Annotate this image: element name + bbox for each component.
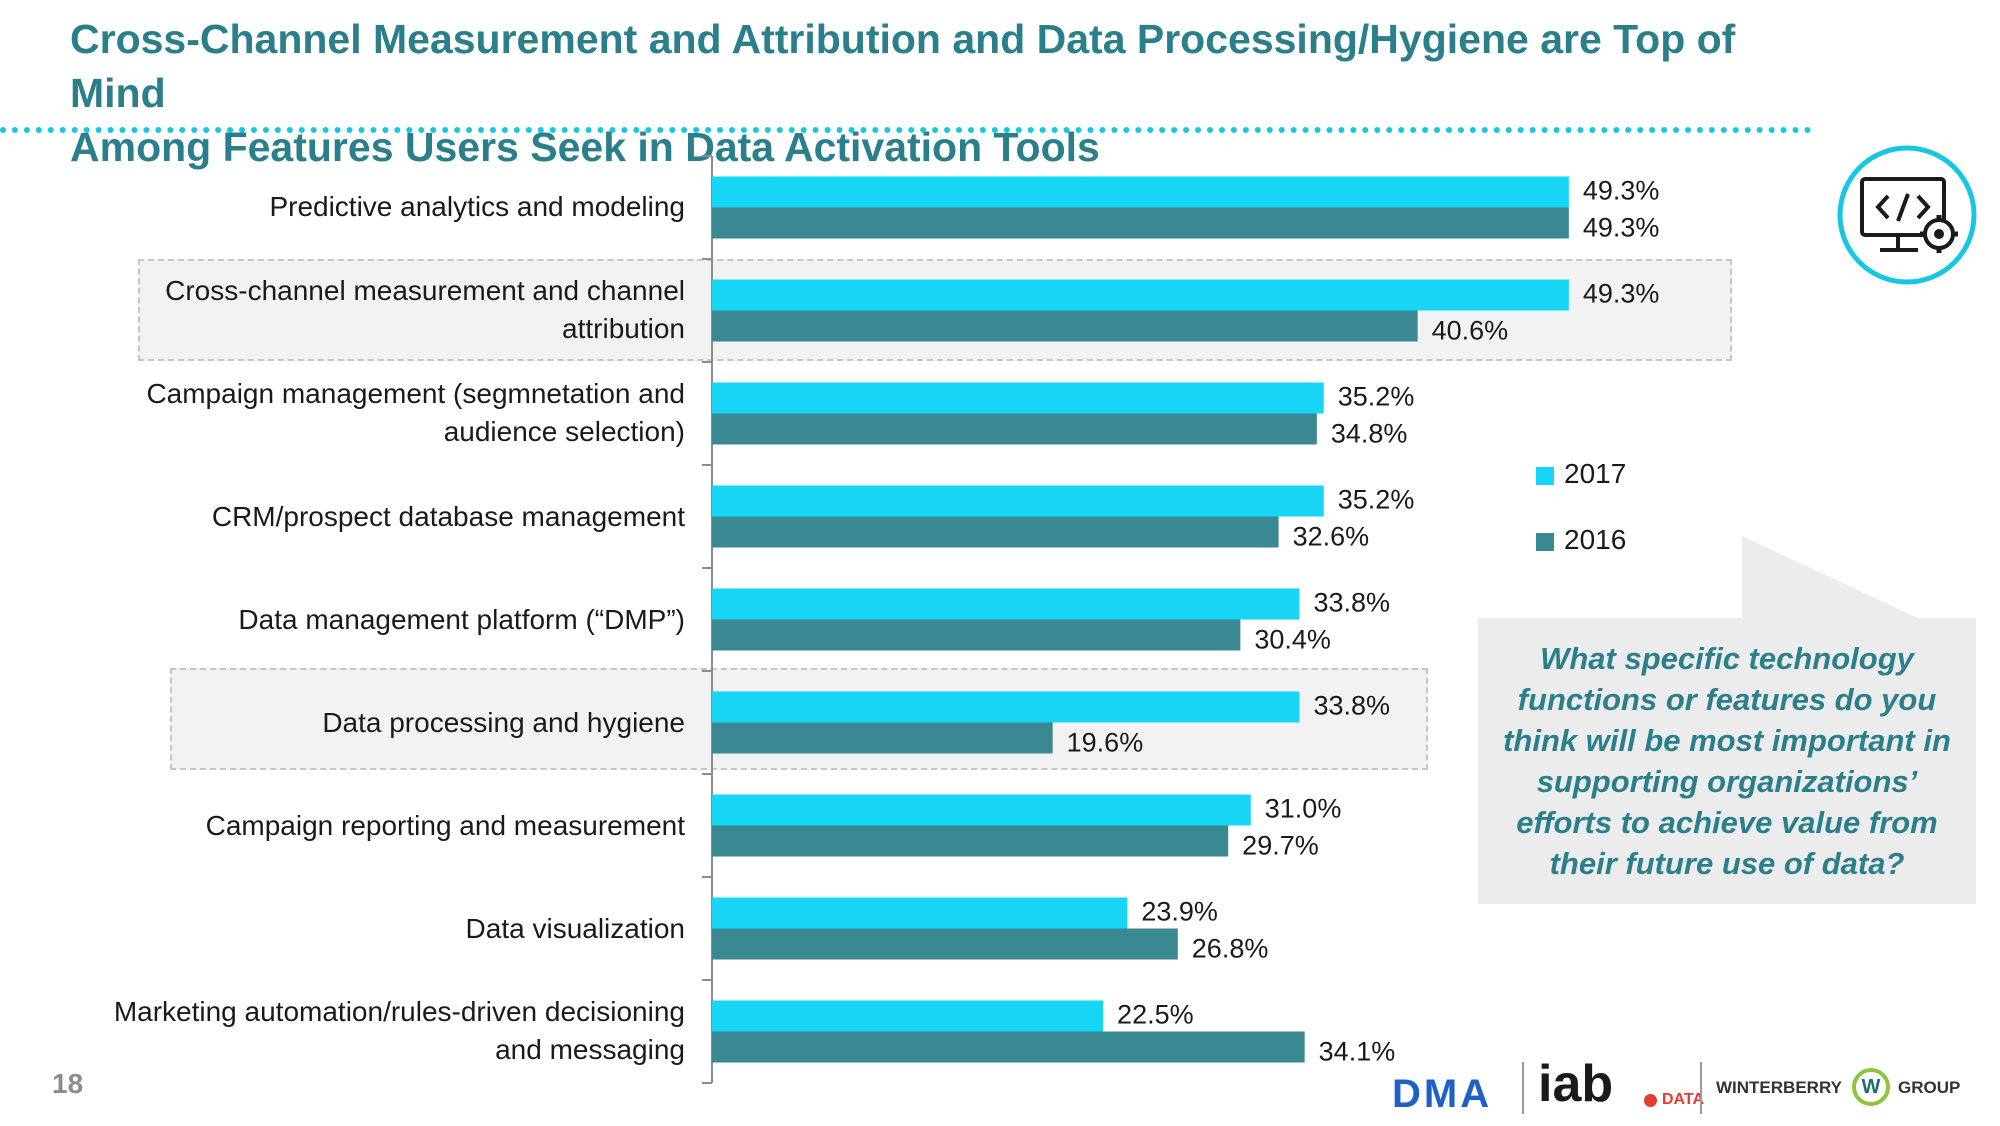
- category-label-campaign-reporting: Campaign reporting and measurement: [25, 807, 685, 845]
- winterberry-w-logo: W: [1852, 1068, 1890, 1106]
- data-label-2016-2: 34.8%: [1331, 419, 1408, 449]
- bar-2017-1: [712, 279, 1569, 311]
- bar-2016-1: [712, 310, 1418, 342]
- category-label-crm: CRM/prospect database management: [25, 498, 685, 536]
- data-label-2017-0: 49.3%: [1583, 176, 1660, 206]
- data-label-2017-5: 33.8%: [1313, 691, 1390, 721]
- legend-item-2016: 2016: [1536, 524, 1626, 556]
- bar-2016-5: [712, 722, 1053, 754]
- category-label-line: Data processing and hygiene: [322, 707, 685, 738]
- bar-2017-0: [712, 176, 1569, 208]
- iab-data-label: DATA: [1662, 1091, 1705, 1108]
- category-label-line: Campaign management (segmnetation and: [146, 378, 685, 409]
- bar-2016-4: [712, 619, 1241, 651]
- callout-pointer: [1742, 536, 1922, 620]
- category-label-data-visualization: Data visualization: [25, 910, 685, 948]
- data-label-2016-1: 40.6%: [1432, 316, 1509, 346]
- page-title-line-1: Cross-Channel Measurement and Attributio…: [70, 16, 1736, 116]
- category-label-line: CRM/prospect database management: [211, 501, 685, 532]
- bar-2016-0: [712, 207, 1569, 239]
- bar-2017-3: [712, 485, 1324, 517]
- logo-divider: [1522, 1062, 1524, 1114]
- monitor-code-gear-icon: [1837, 145, 1977, 285]
- category-label-data-processing: Data processing and hygiene: [25, 704, 685, 742]
- category-label-line: Data visualization: [465, 913, 685, 944]
- category-label-marketing-automation: Marketing automation/rules-driven decisi…: [25, 993, 685, 1069]
- bar-2016-2: [712, 413, 1317, 445]
- iab-logo: iab: [1538, 1055, 1614, 1113]
- category-label-line: Campaign reporting and measurement: [205, 810, 685, 841]
- data-label-2017-7: 23.9%: [1141, 897, 1218, 927]
- category-label-line: Predictive analytics and modeling: [269, 191, 685, 222]
- bar-2017-7: [712, 897, 1128, 929]
- legend-swatch-2017: [1536, 466, 1554, 485]
- data-label-2016-0: 49.3%: [1583, 213, 1660, 243]
- bar-2016-3: [712, 516, 1279, 548]
- category-label-line: Cross-channel measurement and channel: [165, 275, 685, 306]
- winterberry-group-text: GROUP: [1898, 1078, 1961, 1097]
- data-label-2017-3: 35.2%: [1338, 485, 1415, 515]
- survey-question-text: What specific technology functions or fe…: [1503, 641, 1951, 881]
- legend-label-2017: 2017: [1564, 458, 1627, 489]
- data-label-2017-2: 35.2%: [1338, 382, 1415, 412]
- dma-logo: DMA: [1392, 1072, 1493, 1116]
- data-label-2017-4: 33.8%: [1313, 588, 1390, 618]
- title-divider: [0, 127, 1812, 133]
- legend-swatch-2016: [1536, 532, 1554, 551]
- legend-item-2017: 2017: [1536, 458, 1626, 490]
- page-number: 18: [52, 1068, 84, 1099]
- data-label-2017-1: 49.3%: [1583, 279, 1660, 309]
- data-label-2016-3: 32.6%: [1293, 522, 1370, 552]
- category-label-predictive-analytics: Predictive analytics and modeling: [25, 188, 685, 226]
- bar-2016-7: [712, 928, 1178, 960]
- data-label-2016-7: 26.8%: [1192, 934, 1269, 964]
- category-label-line: audience selection): [443, 416, 685, 447]
- category-label-campaign-management: Campaign management (segmnetation and au…: [25, 375, 685, 451]
- bar-2017-2: [712, 382, 1324, 414]
- bar-2017-4: [712, 588, 1300, 620]
- data-label-2017-8: 22.5%: [1117, 1000, 1194, 1030]
- data-label-2016-8: 34.1%: [1319, 1037, 1396, 1067]
- bar-2016-8: [712, 1031, 1305, 1063]
- logo-divider: [1700, 1062, 1702, 1114]
- survey-question-callout: What specific technology functions or fe…: [1478, 618, 1976, 904]
- category-label-line: Marketing automation/rules-driven decisi…: [113, 996, 685, 1027]
- category-label-line: attribution: [562, 313, 685, 344]
- category-label-cross-channel: Cross-channel measurement and channel at…: [25, 272, 685, 348]
- winterberry-logo-text: WINTERBERRY: [1716, 1078, 1842, 1097]
- data-label-2016-4: 30.4%: [1254, 625, 1331, 655]
- category-label-dmp: Data management platform (“DMP”): [25, 601, 685, 639]
- bar-2016-6: [712, 825, 1229, 857]
- iab-logo-dot: [1644, 1094, 1657, 1107]
- bar-2017-6: [712, 794, 1251, 826]
- data-label-2016-5: 19.6%: [1067, 728, 1144, 758]
- data-label-2017-6: 31.0%: [1265, 794, 1342, 824]
- data-label-2016-6: 29.7%: [1242, 831, 1319, 861]
- category-label-line: and messaging: [495, 1034, 685, 1065]
- bar-2017-8: [712, 1000, 1104, 1032]
- bar-2017-5: [712, 691, 1300, 723]
- legend-label-2016: 2016: [1564, 524, 1627, 555]
- category-label-line: Data management platform (“DMP”): [238, 604, 685, 635]
